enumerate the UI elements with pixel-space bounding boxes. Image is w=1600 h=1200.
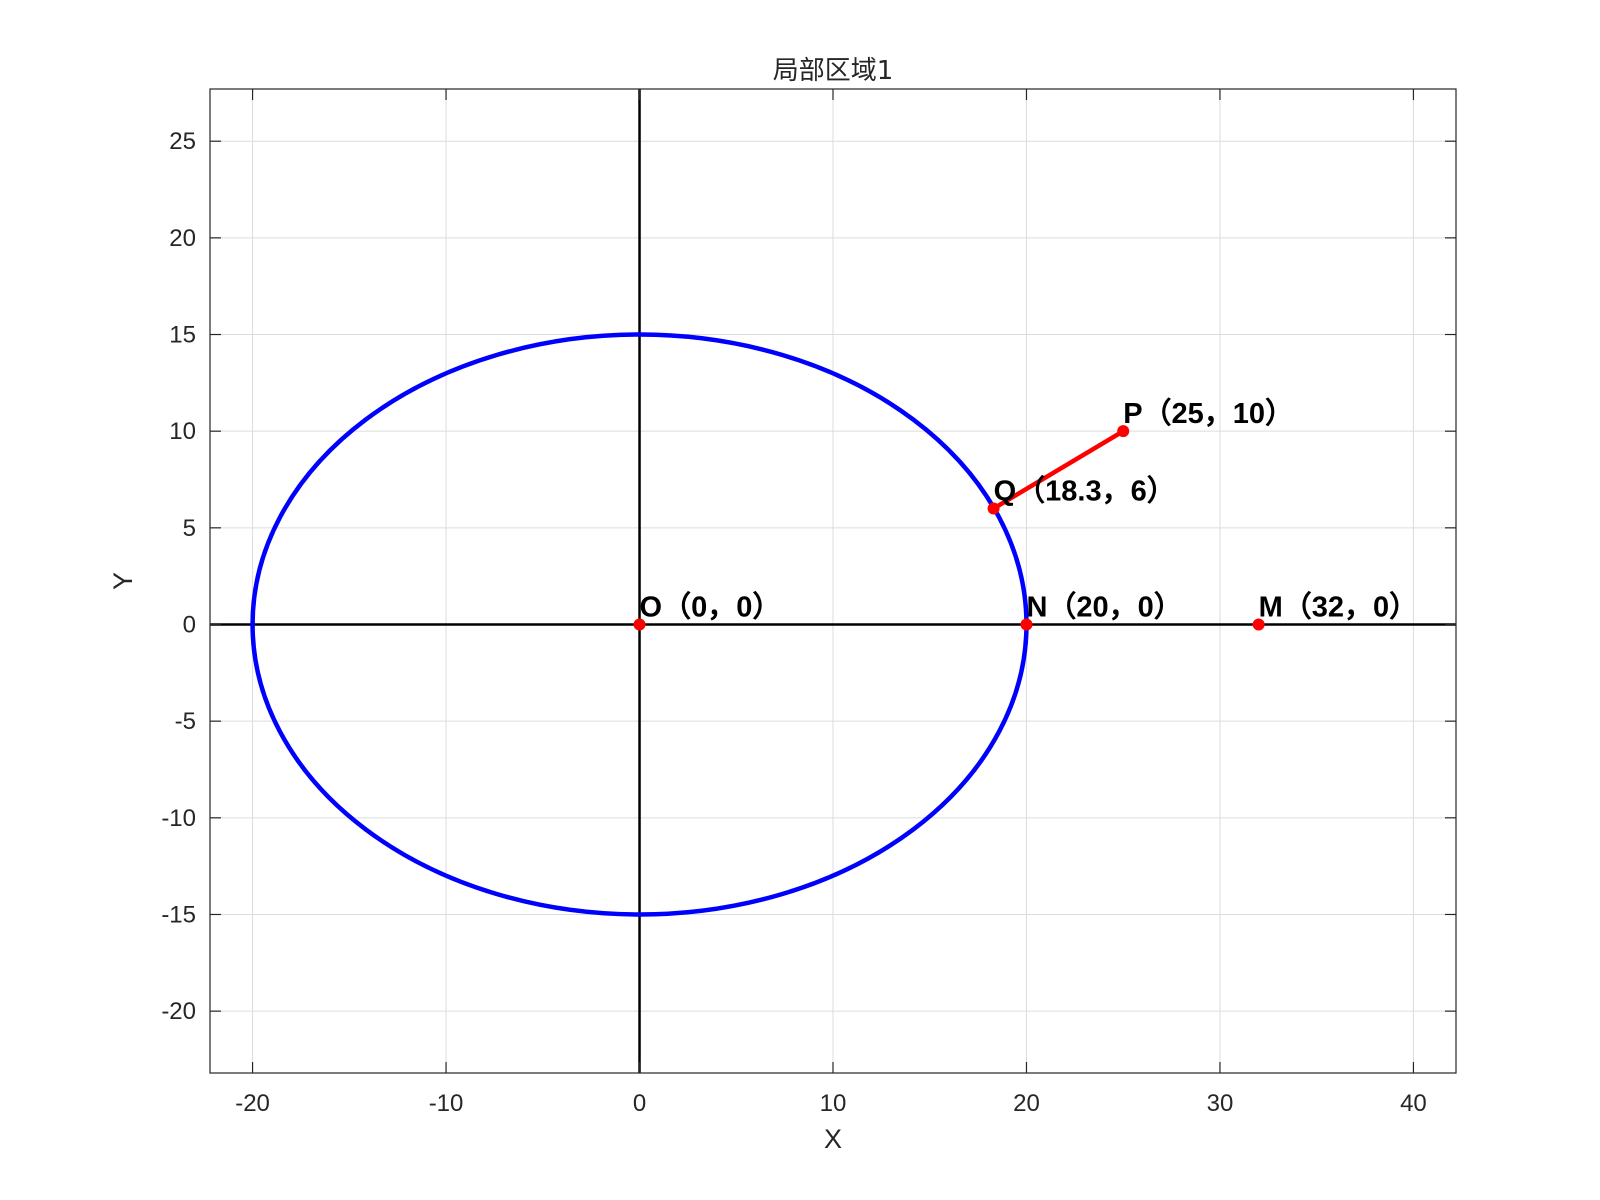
point-label-n: N（20，0） bbox=[1026, 590, 1182, 623]
point-o bbox=[633, 618, 646, 631]
y-tick-label: 0 bbox=[183, 611, 196, 638]
point-q bbox=[987, 502, 1000, 515]
y-tick-label: -5 bbox=[175, 708, 196, 735]
point-label-q: Q（18.3，6） bbox=[994, 475, 1176, 508]
x-tick-label: 40 bbox=[1400, 1090, 1427, 1117]
x-axis-title: X bbox=[824, 1124, 842, 1154]
y-tick-label: 20 bbox=[169, 225, 196, 252]
point-label-p: P（25，10） bbox=[1123, 397, 1294, 430]
point-label-o: O（0，0） bbox=[640, 590, 782, 623]
y-tick-label: 15 bbox=[169, 322, 196, 349]
chart-title: 局部区域1 bbox=[773, 56, 894, 86]
x-tick-label: -20 bbox=[235, 1090, 270, 1117]
point-p bbox=[1117, 425, 1130, 438]
y-tick-label: 25 bbox=[169, 128, 196, 155]
x-tick-label: 20 bbox=[1013, 1090, 1040, 1117]
segment-q-p bbox=[991, 428, 1126, 511]
point-n bbox=[1020, 618, 1033, 631]
label-layer: O（0，0） N（20，0） M（32，0） Q（18.3，6） P（25，10） bbox=[640, 397, 1419, 623]
axis-lines-layer bbox=[210, 89, 1456, 1073]
y-tick-label: -10 bbox=[161, 805, 196, 832]
x-tick-label: -10 bbox=[429, 1090, 464, 1117]
x-tick-label: 0 bbox=[633, 1090, 646, 1117]
y-tick-label: 5 bbox=[183, 515, 196, 542]
tick-layer: -20 -10 0 10 20 30 40 -20 -15 -10 -5 0 5 10 15 20 25 bbox=[161, 89, 1456, 1117]
x-tick-label: 30 bbox=[1207, 1090, 1234, 1117]
plot-layer bbox=[250, 332, 1265, 917]
y-tick-label: -20 bbox=[161, 998, 196, 1025]
y-tick-label: 10 bbox=[169, 418, 196, 445]
x-tick-label: 10 bbox=[820, 1090, 847, 1117]
point-m bbox=[1252, 618, 1265, 631]
y-axis-title: Y bbox=[108, 572, 138, 590]
point-label-m: M（32，0） bbox=[1259, 590, 1419, 623]
y-tick-label: -15 bbox=[161, 901, 196, 928]
